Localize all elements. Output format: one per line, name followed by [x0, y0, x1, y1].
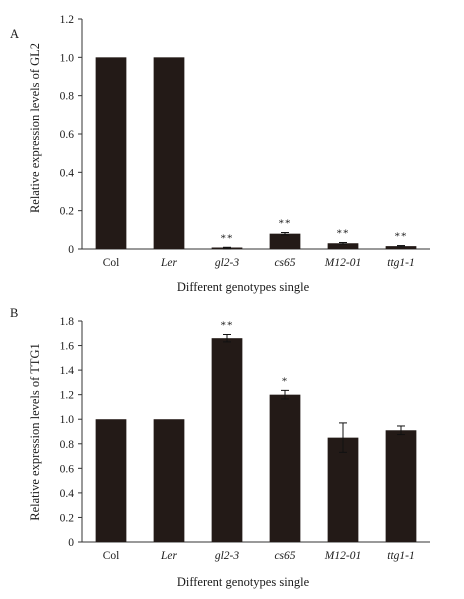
panel-a-y-axis-title: Relative expression levels of GL2 — [28, 43, 42, 213]
panel-b-y-tick-label: 1.6 — [60, 341, 75, 353]
panel-b-y-axis-title: Relative expression levels of TTG1 — [28, 343, 42, 521]
panel-b-significance-mark: * — [282, 375, 289, 387]
panel-b-label: B — [10, 306, 18, 320]
panel-a-y-tick-label: 0.6 — [60, 129, 75, 141]
panel-a-category-label: Col — [103, 257, 120, 269]
panel-a-category-label: Ler — [160, 257, 178, 269]
panel-a-bar — [269, 233, 301, 249]
panel-a-significance-mark: ** — [221, 232, 234, 244]
panel-a-y-tick-label: 0.8 — [60, 91, 75, 103]
panel-b-category-label: gl2-3 — [215, 550, 240, 562]
panel-b-bar — [95, 419, 127, 542]
panel-a-category-label: M12-01 — [324, 257, 361, 269]
panel-b-bar — [385, 430, 417, 542]
panel-b-significance-mark: ** — [221, 320, 234, 332]
panel-b-y-tick-label: 0.6 — [60, 463, 75, 475]
panel-a-category-label: ttg1-1 — [387, 257, 414, 269]
panel-a-bar — [385, 246, 417, 249]
panel-a-y-tick-label: 1.0 — [60, 52, 75, 64]
panel-b-y-tick-label: 0.8 — [60, 439, 75, 451]
panel-a-bar — [95, 57, 127, 250]
panel-a-category-label: cs65 — [274, 257, 295, 269]
panel-b-category-label: Ler — [160, 550, 178, 562]
panel-b-bar — [269, 394, 301, 542]
panel-a-significance-mark: ** — [337, 227, 350, 239]
panel-b-y-tick-label: 1.4 — [60, 365, 75, 377]
panel-b-category-label: cs65 — [274, 550, 295, 562]
panel-a-y-tick-label: 0 — [68, 244, 74, 256]
panel-b-category-label: ttg1-1 — [387, 550, 414, 562]
panel-b-category-label: M12-01 — [324, 550, 361, 562]
panel-b-bar — [211, 338, 243, 542]
panel-a-x-axis-title: Different genotypes single — [177, 280, 310, 294]
panel-b-y-tick-label: 1.8 — [60, 316, 75, 328]
panel-a-y-tick-label: 1.2 — [60, 14, 75, 26]
panel-b-y-tick-label: 1.2 — [60, 390, 75, 402]
panel-b-plot: 0 0.2 0.4 0.6 0.8 1.0 1.2 1.4 1.6 1.8 Col Ler ** gl2-… — [60, 316, 430, 562]
panel-b-y-tick-label: 0.2 — [60, 512, 75, 524]
panel-a-bar — [153, 57, 185, 250]
panel-a-label: A — [10, 27, 19, 41]
panel-b-x-axis-title: Different genotypes single — [177, 575, 310, 589]
panel-b-category-label: Col — [103, 550, 120, 562]
panel-b-y-tick-label: 0 — [68, 537, 74, 549]
panel-a-significance-mark: ** — [279, 218, 292, 230]
panel-b-bar — [153, 419, 185, 542]
panel-b-y-tick-label: 0.4 — [60, 488, 75, 500]
panel-a-bar — [327, 243, 359, 249]
panel-b-y-tick-label: 1.0 — [60, 414, 75, 426]
panel-a-significance-mark: ** — [395, 231, 408, 243]
panel-a-y-tick-label: 0.2 — [60, 206, 75, 218]
panel-a-y-tick-label: 0.4 — [60, 167, 75, 179]
panel-a-plot: 0 0.2 0.4 0.6 0.8 1.0 1.2 Col Ler ** gl2-3 ** cs65 **… — [60, 14, 430, 269]
panel-b-bar — [327, 437, 359, 542]
panel-a-category-label: gl2-3 — [215, 257, 240, 269]
